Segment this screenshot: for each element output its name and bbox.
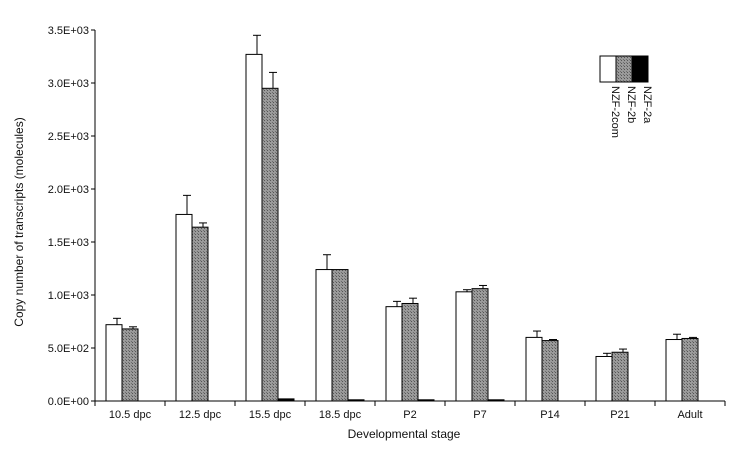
bar-nzf-2com-p21	[595, 355, 613, 402]
x-axis-ticks: 10.5 dpc 12.5 dpc 15.5 dpc 18.5 dpc P2 P7 P14 P…	[94, 401, 726, 421]
x-tick-label: 10.5 dpc	[109, 409, 152, 421]
bar-nzf-2b-18-5-dpc	[331, 269, 349, 402]
bar-nzf-2b-p2	[401, 302, 419, 402]
bar-nzf-2b-12-5-dpc	[191, 226, 209, 402]
bar-nzf-2a-18-5-dpc	[347, 399, 365, 402]
x-tick-label: P2	[403, 409, 416, 421]
y-tick-label: 2.0E+03	[48, 184, 89, 196]
bar-nzf-2a-15-5-dpc	[277, 398, 295, 402]
bar-nzf-2com-p7	[455, 291, 473, 402]
bar-nzf-2b-15-5-dpc	[261, 87, 279, 402]
x-axis-title: Developmental stage	[348, 427, 461, 441]
y-axis-title: Copy number of transcripts (molecules)	[12, 117, 26, 326]
bar-nzf-2com-p14	[525, 336, 543, 402]
bar-nzf-2b-adult	[681, 337, 699, 402]
y-tick-label: 3.5E+03	[48, 25, 89, 37]
bar-nzf-2b-10-5-dpc	[121, 328, 139, 402]
bar-nzf-2b-p14	[541, 340, 559, 402]
y-tick-label: 5.0E+02	[48, 343, 89, 355]
legend-label-nzf-2com: NZF-2com	[609, 86, 621, 138]
bar-nzf-2com-adult	[665, 339, 683, 402]
legend-label-nzf-2b: NZF-2b	[625, 86, 637, 123]
bar-nzf-2a-p2	[417, 399, 435, 402]
bar-nzf-2b-p7	[471, 288, 489, 402]
y-tick-label: 2.5E+03	[48, 131, 89, 143]
legend-swatch-nzf-2a	[631, 55, 649, 83]
x-tick-label: P7	[473, 409, 486, 421]
legend-label-nzf-2a: NZF-2a	[641, 86, 653, 124]
bar-nzf-2b-p21	[611, 351, 629, 402]
y-tick-label: 1.0E+03	[48, 290, 89, 302]
legend: NZF-2com NZF-2b NZF-2a	[599, 55, 653, 138]
bar-nzf-2a-p7	[487, 399, 505, 402]
y-tick-label: 1.5E+03	[48, 237, 89, 249]
y-axis-ticks: 0.0E+00 5.0E+02 1.0E+03 1.5E+03 2.0E+03 2.5E+…	[48, 25, 95, 408]
bar-nzf-2com-15-5-dpc	[245, 53, 263, 402]
bar-nzf-2com-10-5-dpc	[105, 324, 123, 402]
x-tick-label: P21	[610, 409, 630, 421]
bar-nzf-2com-p2	[385, 306, 403, 402]
bars	[105, 34, 699, 402]
legend-swatch-nzf-2com	[599, 55, 617, 83]
bar-nzf-2com-12-5-dpc	[175, 213, 193, 402]
x-tick-label: Adult	[677, 409, 702, 421]
x-tick-label: P14	[540, 409, 560, 421]
legend-swatch-nzf-2b	[615, 55, 633, 83]
x-tick-label: 18.5 dpc	[319, 409, 362, 421]
y-tick-label: 3.0E+03	[48, 78, 89, 90]
y-tick-label: 0.0E+00	[48, 396, 89, 408]
x-tick-label: 15.5 dpc	[249, 409, 292, 421]
bar-nzf-2com-18-5-dpc	[315, 269, 333, 402]
x-tick-label: 12.5 dpc	[179, 409, 222, 421]
